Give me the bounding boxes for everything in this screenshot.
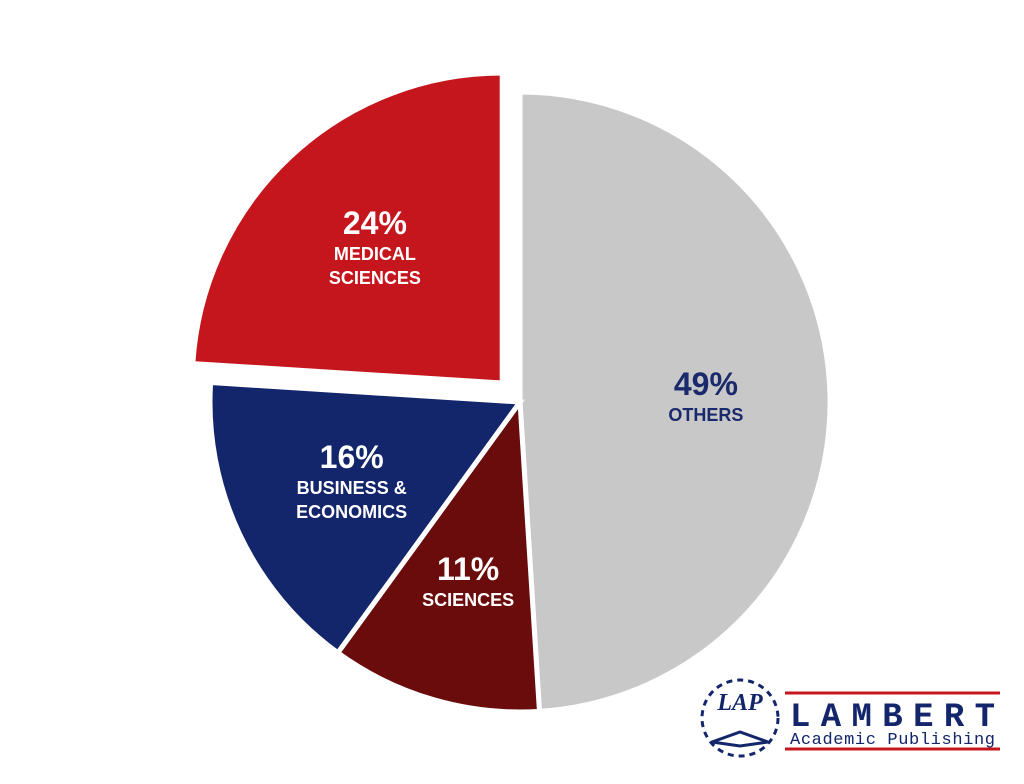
category-label: OTHERS xyxy=(668,405,744,426)
value-label: 16% xyxy=(319,439,384,476)
value-label: 24% xyxy=(342,205,407,242)
logo-wreath xyxy=(700,678,780,758)
pie-slice xyxy=(190,70,505,386)
slice-label: 16% BUSINESS & ECONOMICS xyxy=(252,438,452,524)
logo-book xyxy=(711,730,769,748)
category-label: BUSINESS & ECONOMICS xyxy=(296,478,408,523)
category-label: SCIENCES xyxy=(422,589,515,610)
slice-label: 49% OTHERS xyxy=(606,365,806,427)
value-label: 11% xyxy=(436,550,500,587)
category-label: MEDICAL SCIENCES xyxy=(328,244,421,289)
pie-slice xyxy=(517,89,833,715)
logo: LAP LAMBERT Academic Publishing xyxy=(700,678,1000,758)
logo-mark: LAP xyxy=(716,690,763,716)
logo-tagline: Academic Publishing xyxy=(790,731,995,750)
pie-slice xyxy=(207,379,525,657)
slice-label: 11% SCIENCES xyxy=(368,550,568,612)
value-label: 49% xyxy=(673,366,738,403)
slice-label: 24% MEDICAL SCIENCES xyxy=(275,204,475,290)
pie-slice xyxy=(334,394,543,715)
logo-name: LAMBERT xyxy=(790,699,995,737)
